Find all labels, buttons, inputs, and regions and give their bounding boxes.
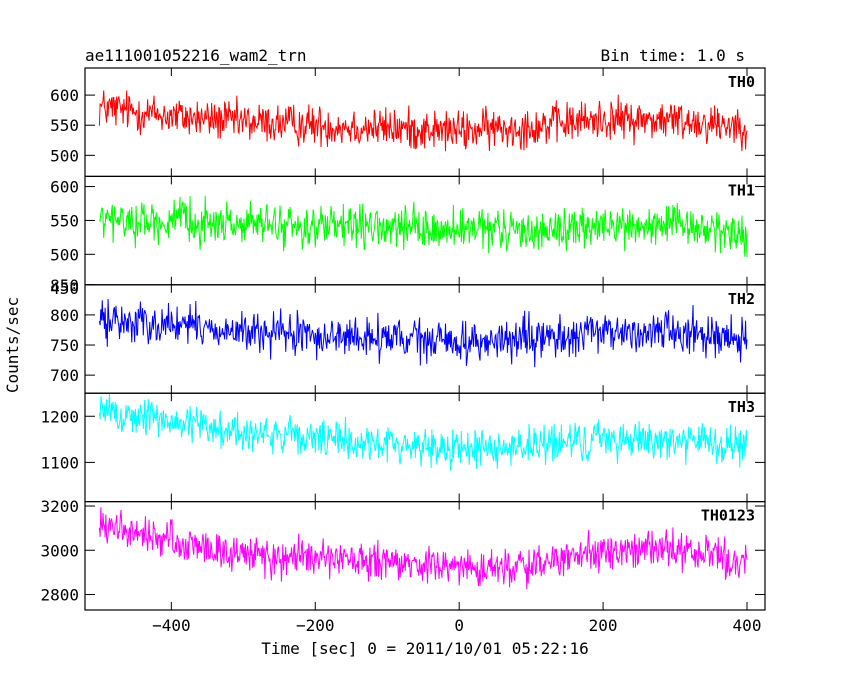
panels-group: 500 550 600 TH0 450 500 550 600 TH1 700 750 800 850 T… — [40, 67, 766, 611]
series-line-th1 — [98, 195, 748, 258]
panel-th0: 500 550 600 TH0 — [50, 67, 766, 178]
y-tick-label: 500 — [50, 245, 79, 264]
y-tick-label: 750 — [50, 336, 79, 355]
y-tick-label: 450 — [50, 279, 79, 298]
panel-label: TH0123 — [701, 507, 755, 525]
y-tick-label: 2800 — [40, 586, 79, 605]
bin-time-label: Bin time: 1.0 s — [601, 46, 746, 65]
x-axis-label: Time [sec] 0 = 2011/10/01 05:22:16 — [261, 639, 589, 658]
series-line-th2 — [98, 299, 748, 368]
x-tick-label: 400 — [733, 616, 762, 635]
x-tick-label: −200 — [296, 616, 335, 635]
y-tick-label: 3000 — [40, 541, 79, 560]
y-tick-label: 600 — [50, 178, 79, 197]
panel-th0123: 2800 3000 3200 TH0123 — [40, 497, 766, 611]
y-tick-label: 1100 — [40, 453, 79, 472]
panel-frame — [84, 501, 766, 611]
panel-th1: 450 500 550 600 TH1 — [50, 175, 766, 298]
y-tick-label: 550 — [50, 211, 79, 230]
x-axis: −400 −200 0 200 400 — [152, 616, 761, 635]
panel-label: TH2 — [728, 290, 755, 308]
panel-th3: 1100 1200 TH3 — [40, 392, 766, 503]
y-tick-label: 500 — [50, 146, 79, 165]
y-tick-label: 600 — [50, 86, 79, 105]
x-tick-label: 200 — [589, 616, 618, 635]
y-tick-label: 3200 — [40, 497, 79, 516]
x-tick-label: −400 — [152, 616, 191, 635]
y-tick-label: 700 — [50, 366, 79, 385]
y-axis-label: Counts/sec — [3, 297, 22, 393]
y-tick-label: 550 — [50, 116, 79, 135]
y-tick-label: 850 — [50, 276, 79, 295]
series-line-th0 — [98, 90, 748, 152]
y-tick-label: 800 — [50, 306, 79, 325]
series-line-th0123 — [98, 507, 748, 590]
panel-label: TH3 — [728, 398, 755, 416]
x-tick-label: 0 — [454, 616, 464, 635]
series-line-th3 — [98, 393, 748, 471]
panel-label: TH1 — [728, 181, 755, 199]
plot-title: ae111001052216_wam2_trn — [85, 46, 307, 65]
panel-label: TH0 — [728, 73, 755, 91]
y-tick-label: 1200 — [40, 407, 79, 426]
panel-th2: 700 750 800 850 TH2 — [50, 276, 766, 394]
